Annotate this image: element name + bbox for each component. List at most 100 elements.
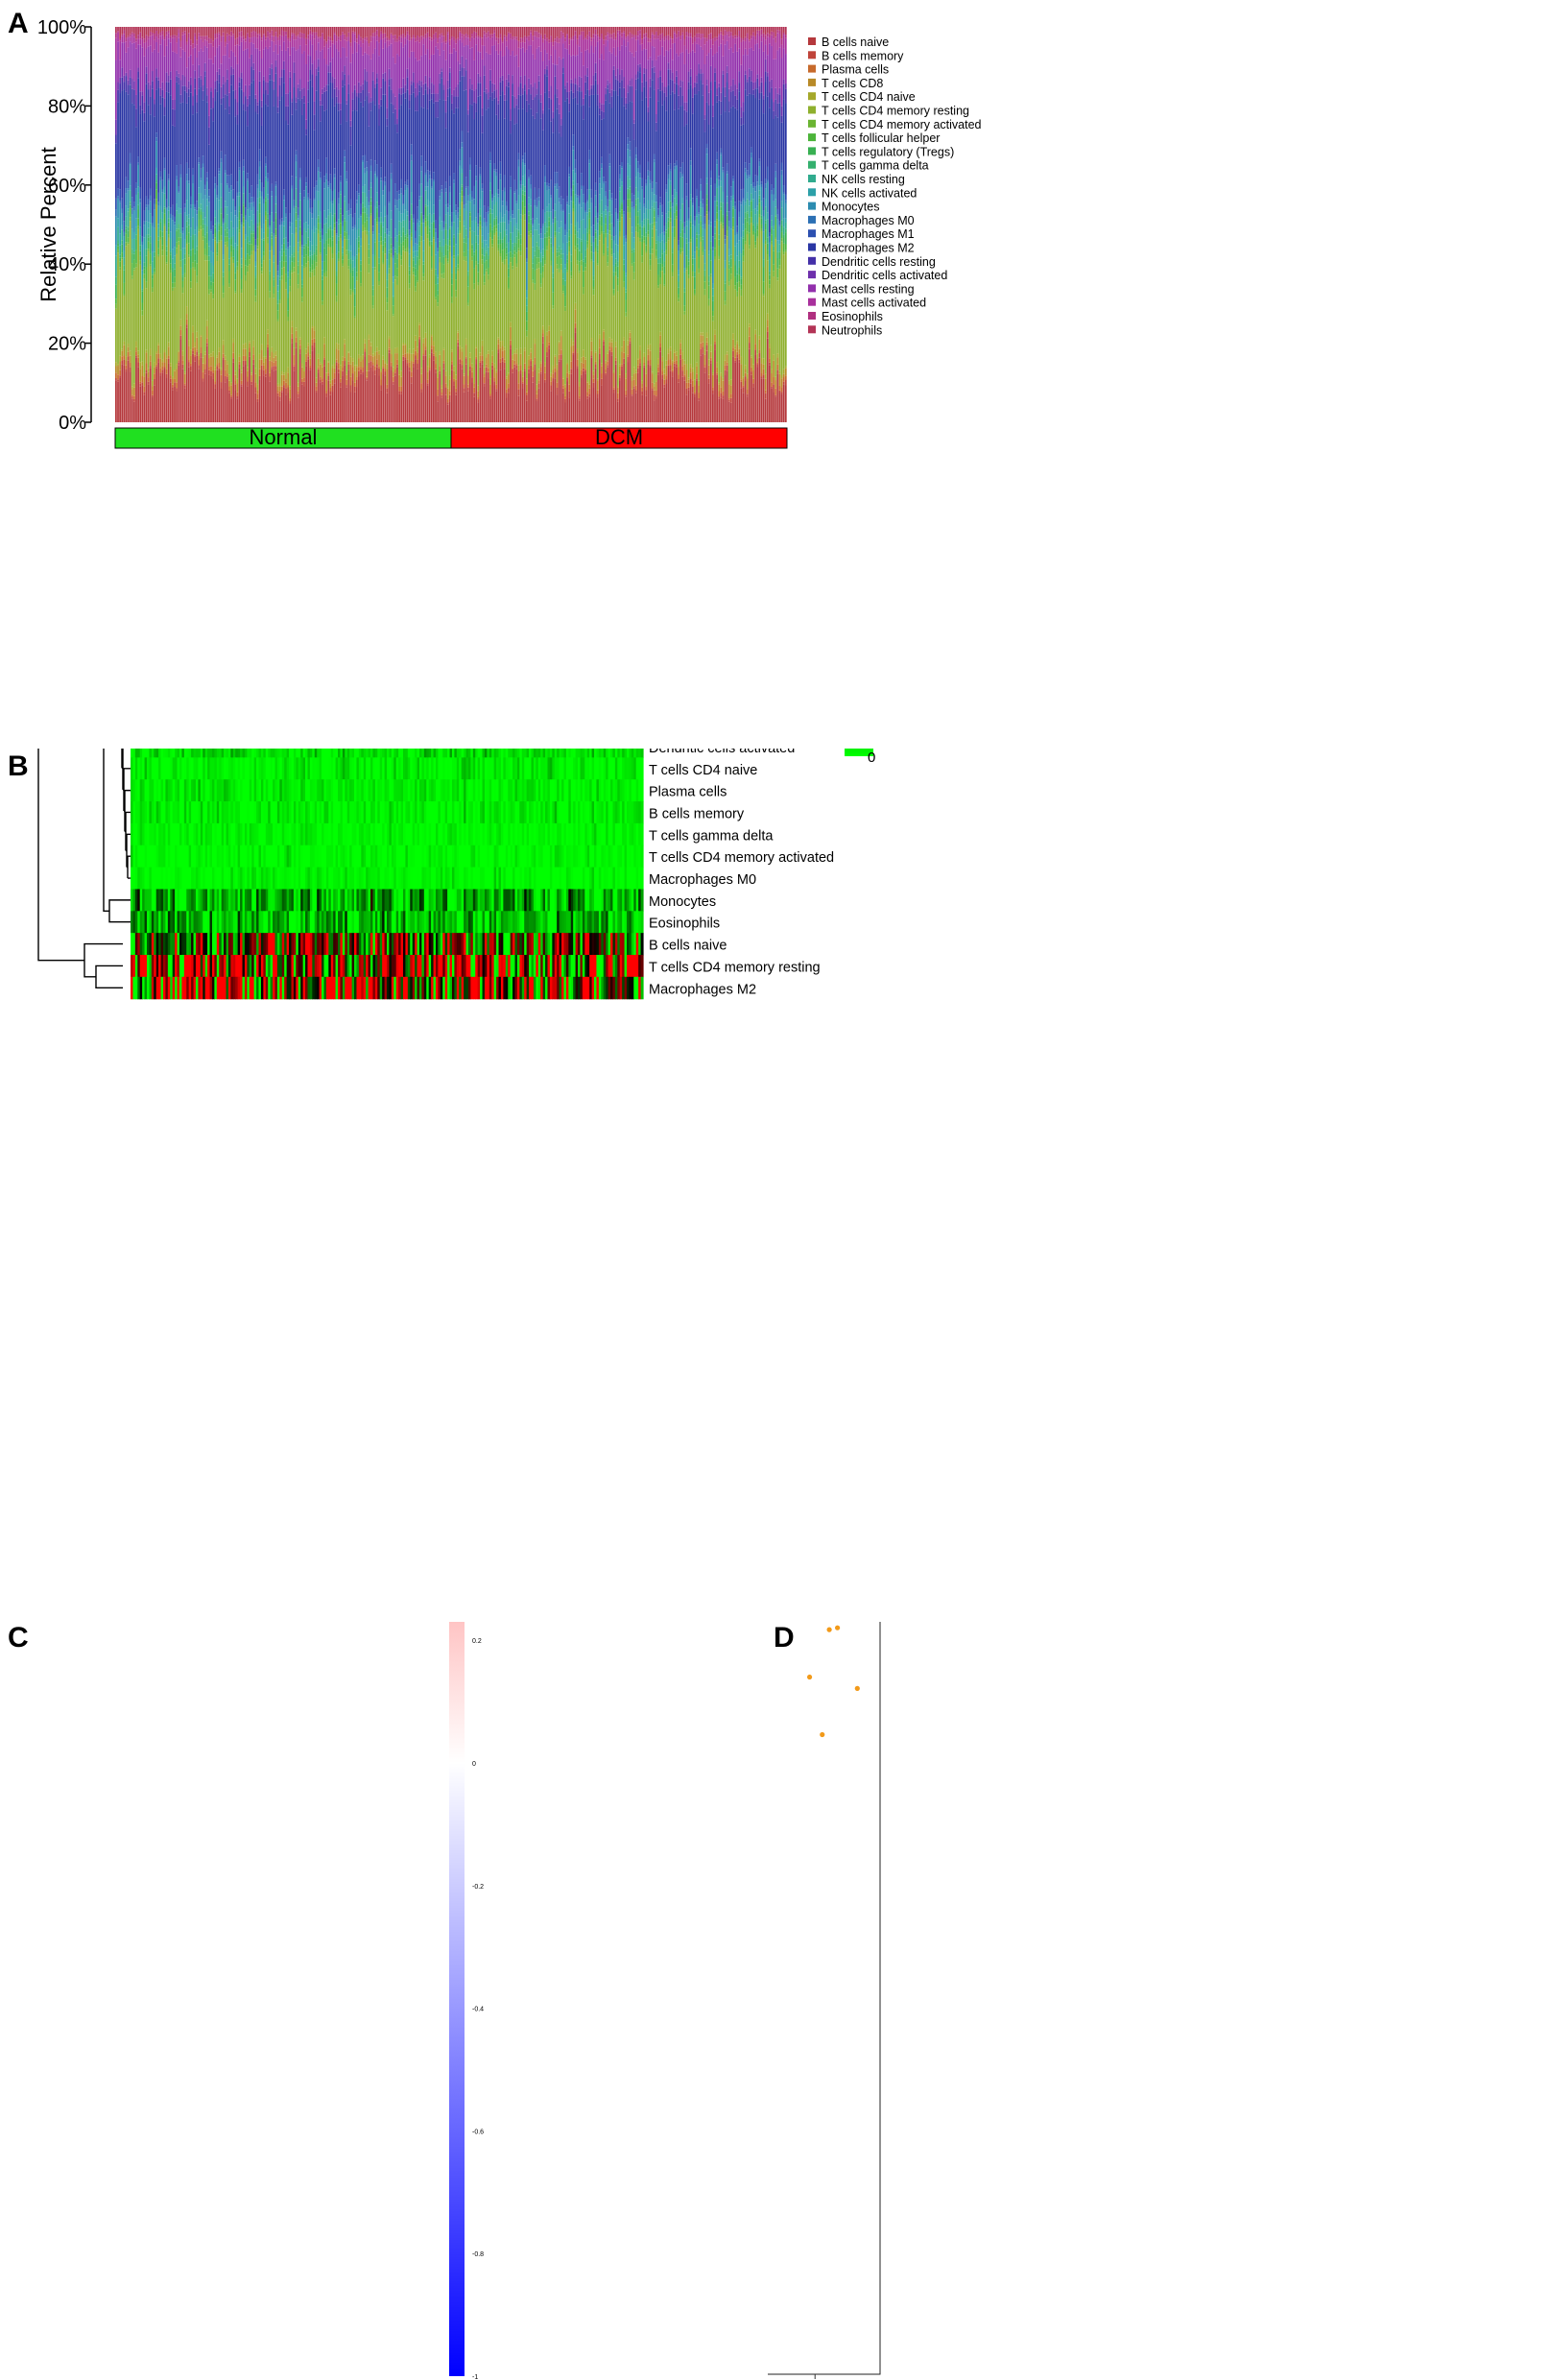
bar-segment [222,285,225,294]
bar-segment [353,382,356,387]
bar-segment [278,225,281,226]
bar-segment [479,83,482,96]
bar-segment [202,212,204,220]
bar-segment [337,344,340,350]
bar-segment [355,52,358,93]
bar-segment [210,370,212,376]
bar-segment [404,98,407,182]
bar-segment [254,373,257,383]
bar-segment [475,103,478,112]
bar-segment [322,270,323,276]
bar-segment [560,27,562,32]
bar-segment [536,401,538,422]
bar-segment [194,354,197,357]
bar-segment [444,128,447,182]
bar-segment [426,383,429,386]
bar-segment [415,243,417,251]
bar-segment [192,168,194,176]
bar-segment [169,37,172,43]
bar-segment [475,265,478,346]
bar-segment [404,44,407,85]
bar-segment [278,219,281,226]
bar-segment [510,221,512,233]
bar-segment [265,36,267,40]
bar-segment [351,270,354,277]
bar-segment [495,27,498,37]
bar-segment [481,132,484,184]
bar-segment [295,27,298,36]
bar-segment [169,213,172,219]
bar-segment [451,212,453,223]
bar-segment [315,50,318,69]
bar-segment [541,109,544,114]
bar-segment [121,208,124,214]
bar-segment [125,242,128,247]
bar-segment [331,43,334,59]
bar-segment [303,223,305,229]
bar-segment [244,96,247,111]
bar-segment [475,364,478,422]
bar-segment [147,381,150,385]
bar-segment [249,58,250,85]
bar-segment [433,355,435,361]
bar-segment [406,229,409,234]
bar-segment [552,41,555,46]
bar-segment [265,220,267,357]
bar-segment [437,49,440,94]
bar-segment [483,91,486,206]
bar-segment [238,229,241,233]
bar-segment [475,165,478,177]
bar-segment [117,31,119,33]
bar-segment [444,214,447,224]
bar-segment [250,197,253,203]
bar-segment [309,40,312,57]
bar-segment [185,244,188,307]
bar-segment [333,368,336,373]
bar-segment [234,374,237,381]
bar-segment [410,155,413,161]
bar-segment [172,99,174,109]
bar-segment [256,37,259,49]
bar-segment [355,254,358,259]
bar-segment [131,228,133,240]
bar-segment [471,83,473,90]
bar-segment [202,41,204,52]
bar-segment [117,188,119,197]
bar-segment [185,41,188,45]
bar-segment [346,371,348,375]
bar-segment [495,114,498,170]
bar-segment [368,231,370,245]
bar-segment [313,232,316,252]
bar-segment [534,270,536,284]
bar-segment [453,237,455,247]
bar-segment [179,237,182,250]
bar-segment [489,224,491,233]
bar-segment [346,171,348,179]
bar-segment [404,343,407,345]
bar-segment [335,271,338,276]
bar-segment [315,35,318,51]
bar-segment [145,352,148,364]
bar-segment [378,281,380,286]
bar-segment [465,356,467,359]
bar-segment [232,74,235,91]
bar-segment [331,77,334,83]
bar-segment [283,238,285,244]
bar-segment [568,111,571,167]
bar-segment [539,367,542,372]
bar-segment [437,395,440,402]
bar-segment [433,34,435,40]
bar-segment [428,171,431,176]
bar-segment [242,193,245,203]
bar-segment [406,31,409,35]
bar-segment [457,271,460,331]
bar-segment [451,361,453,365]
bar-segment [369,361,372,368]
bar-segment [340,365,342,370]
bar-segment [260,271,263,274]
bar-segment [145,48,148,67]
bar-segment [205,95,208,103]
bar-segment [258,369,261,376]
bar-segment [380,180,382,213]
bar-segment [236,266,239,271]
